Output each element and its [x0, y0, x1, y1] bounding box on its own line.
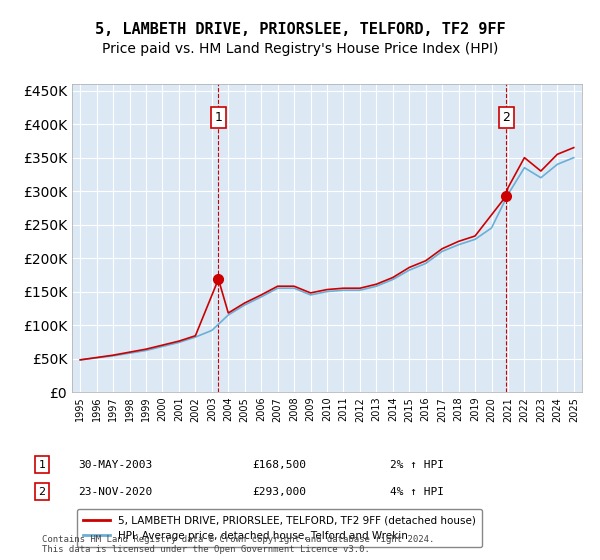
Text: Contains HM Land Registry data © Crown copyright and database right 2024.
This d: Contains HM Land Registry data © Crown c… [42, 535, 434, 554]
Text: 23-NOV-2020: 23-NOV-2020 [78, 487, 152, 497]
Text: 2: 2 [502, 111, 510, 124]
Text: £293,000: £293,000 [252, 487, 306, 497]
Legend: 5, LAMBETH DRIVE, PRIORSLEE, TELFORD, TF2 9FF (detached house), HPI: Average pri: 5, LAMBETH DRIVE, PRIORSLEE, TELFORD, TF… [77, 509, 482, 547]
Text: 5, LAMBETH DRIVE, PRIORSLEE, TELFORD, TF2 9FF: 5, LAMBETH DRIVE, PRIORSLEE, TELFORD, TF… [95, 22, 505, 38]
Text: 4% ↑ HPI: 4% ↑ HPI [390, 487, 444, 497]
Text: £168,500: £168,500 [252, 460, 306, 470]
Text: 2: 2 [38, 487, 46, 497]
Text: 30-MAY-2003: 30-MAY-2003 [78, 460, 152, 470]
Text: 2% ↑ HPI: 2% ↑ HPI [390, 460, 444, 470]
Text: 1: 1 [38, 460, 46, 470]
Text: 1: 1 [214, 111, 223, 124]
Text: Price paid vs. HM Land Registry's House Price Index (HPI): Price paid vs. HM Land Registry's House … [102, 42, 498, 56]
